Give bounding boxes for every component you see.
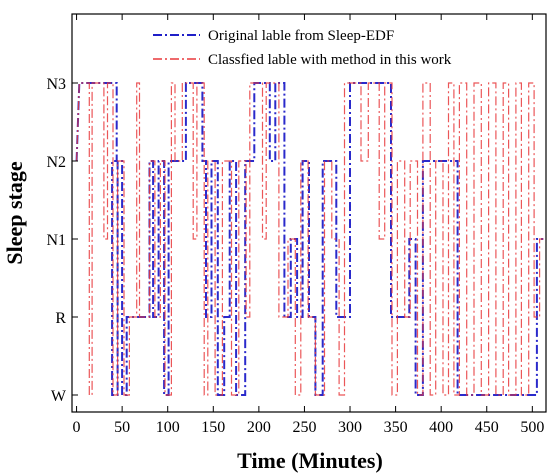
y-axis: N3 N2 N1 R W — [46, 76, 78, 405]
legend-label-original: Original lable from Sleep-EDF — [208, 28, 394, 44]
x-axis-title: Time (Minutes) — [237, 448, 383, 473]
x-tick-label: 0 — [73, 419, 81, 436]
x-tick-label: 100 — [156, 419, 180, 436]
x-tick-label: 500 — [520, 419, 544, 436]
legend: Original lable from Sleep-EDF Classfied … — [153, 28, 452, 68]
x-tick-label: 450 — [475, 419, 499, 436]
x-tick-label: 150 — [201, 419, 225, 436]
y-tick-label: N3 — [46, 76, 66, 93]
series-layer — [75, 82, 544, 396]
x-tick-label: 300 — [338, 419, 362, 436]
y-tick-label: N2 — [46, 154, 66, 171]
x-tick-label: 50 — [114, 419, 130, 436]
y-tick-label: R — [55, 310, 66, 327]
y-tick-label: W — [51, 388, 67, 405]
legend-label-classified: Classfied lable with method in this work — [208, 52, 452, 68]
series-line-1 — [76, 82, 544, 396]
x-tick-label: 350 — [384, 419, 408, 436]
x-tick-label: 400 — [429, 419, 453, 436]
y-axis-title: Sleep stage — [2, 161, 27, 265]
x-tick-label: 200 — [247, 419, 271, 436]
series-line-0 — [75, 82, 544, 396]
plot-frame — [71, 13, 547, 413]
x-axis: 0 50 100 150 200 250 300 350 400 450 500 — [73, 14, 544, 436]
x-tick-label: 250 — [292, 419, 316, 436]
y-tick-label: N1 — [46, 232, 66, 249]
